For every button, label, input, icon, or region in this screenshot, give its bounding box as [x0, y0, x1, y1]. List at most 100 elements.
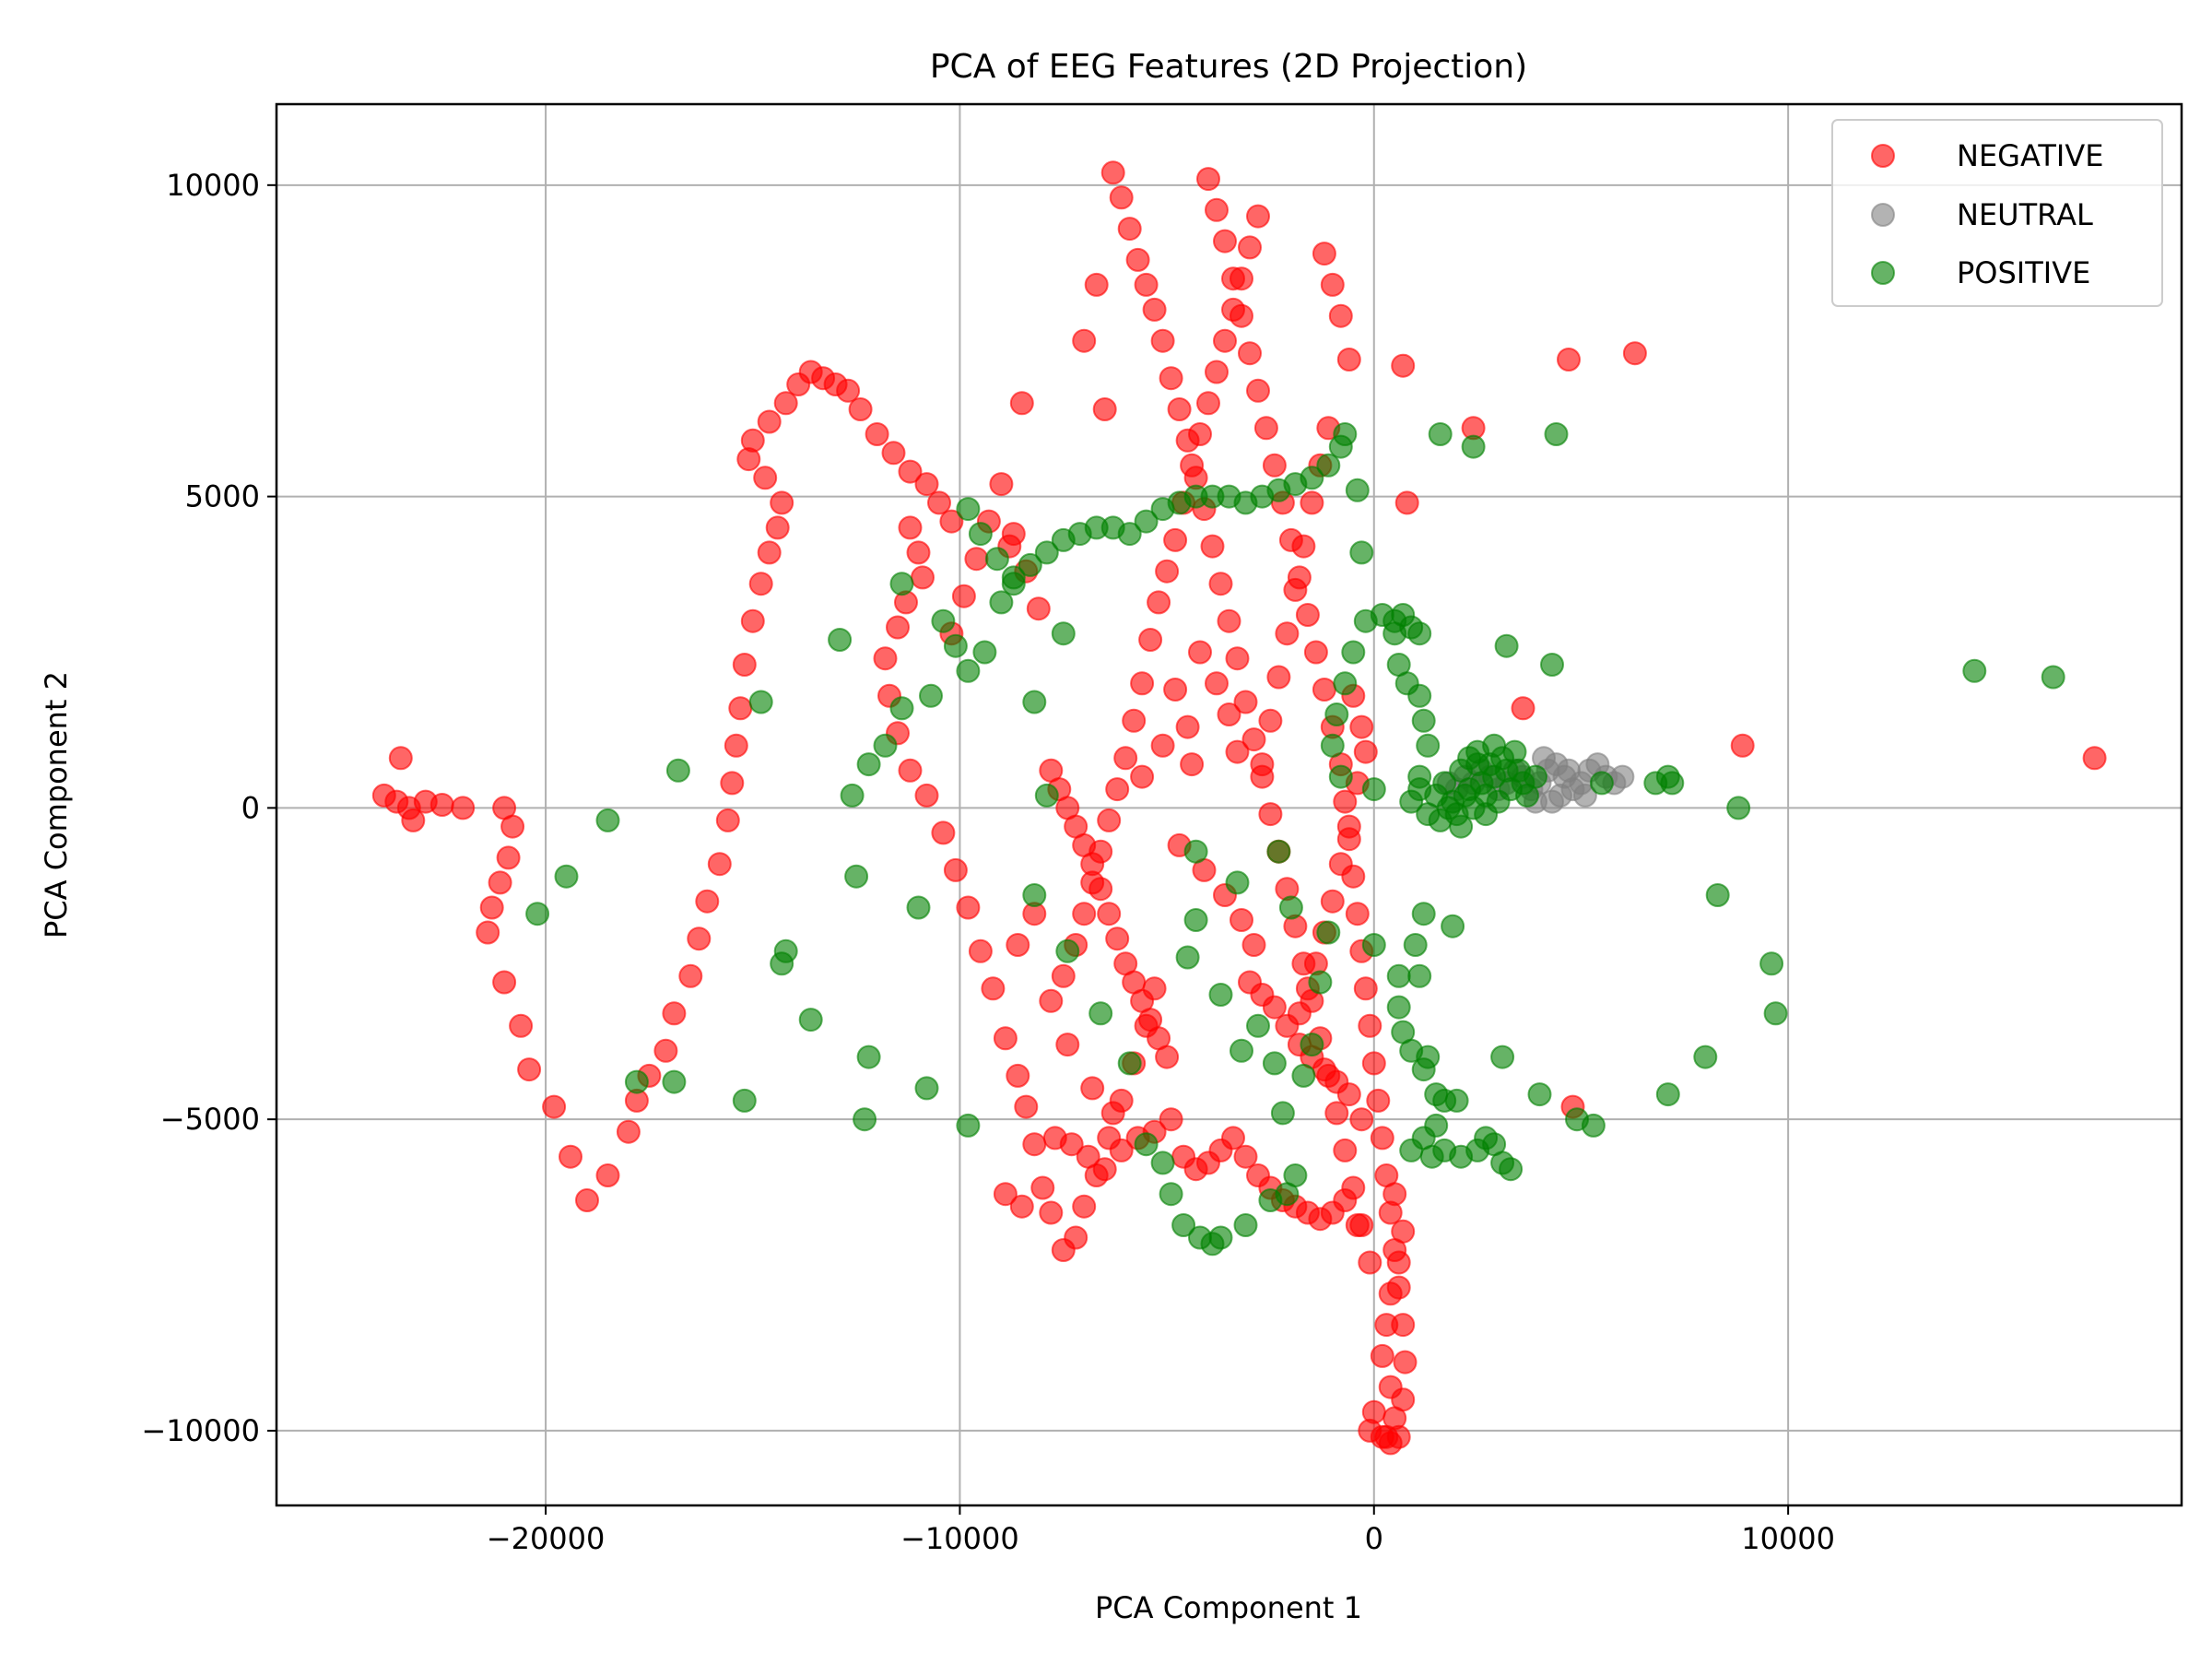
data-point-negative — [865, 422, 889, 446]
data-point-positive — [1208, 1225, 1233, 1250]
data-point-positive — [773, 938, 798, 963]
data-point-negative — [662, 1001, 687, 1026]
data-point-positive — [984, 547, 1009, 572]
data-point-negative — [1105, 926, 1130, 951]
data-point-positive — [1411, 708, 1436, 733]
data-point-negative — [951, 584, 976, 608]
data-point-negative — [968, 938, 993, 963]
data-point-positive — [1540, 653, 1564, 677]
data-point-positive — [856, 1044, 881, 1069]
y-tick-label: 10000 — [166, 168, 260, 203]
data-point-negative — [1557, 348, 1581, 372]
data-point-positive — [1159, 1182, 1183, 1207]
data-point-positive — [989, 590, 1014, 615]
data-point-negative — [1147, 590, 1171, 615]
data-point-positive — [1262, 1051, 1287, 1076]
data-point-negative — [479, 895, 504, 920]
data-point-negative — [1051, 963, 1076, 988]
data-point-negative — [911, 565, 935, 590]
data-point-positive — [1300, 1033, 1324, 1057]
data-point-negative — [1358, 1418, 1382, 1443]
data-point-negative — [1084, 272, 1109, 297]
data-point-negative — [848, 397, 873, 421]
data-point-positive — [840, 783, 865, 808]
data-point-neutral — [1572, 783, 1597, 808]
y-tick-label: −10000 — [141, 1413, 260, 1448]
data-point-negative — [898, 758, 923, 783]
data-point-negative — [1205, 360, 1229, 384]
data-point-positive — [1474, 1126, 1499, 1151]
data-point-negative — [989, 472, 1014, 497]
data-point-negative — [1142, 297, 1167, 322]
data-point-negative — [740, 608, 765, 633]
data-point-positive — [889, 572, 914, 596]
data-point-negative — [1155, 1044, 1180, 1069]
data-point-positive — [732, 1088, 757, 1113]
data-point-negative — [1262, 995, 1287, 1020]
legend-box — [1831, 119, 2163, 307]
data-point-negative — [1006, 1063, 1030, 1088]
data-point-negative — [881, 441, 906, 466]
data-point-positive — [1034, 783, 1059, 808]
data-point-negative — [595, 1163, 620, 1187]
data-point-negative — [1221, 1126, 1245, 1151]
data-point-negative — [873, 646, 898, 671]
data-point-positive — [1225, 870, 1250, 895]
data-point-negative — [1200, 534, 1225, 559]
data-point-positive — [1266, 839, 1291, 864]
data-point-negative — [1366, 1088, 1391, 1113]
data-point-negative — [1097, 808, 1122, 832]
y-axis-label: PCA Component 2 — [39, 671, 74, 938]
data-point-positive — [1511, 771, 1535, 796]
y-tick-label: −5000 — [160, 1102, 260, 1137]
data-point-positive — [1655, 1082, 1680, 1107]
data-point-negative — [720, 771, 745, 796]
data-point-negative — [1097, 902, 1122, 926]
data-point-negative — [886, 615, 910, 640]
data-point-positive — [1183, 839, 1208, 864]
data-point-positive — [844, 864, 869, 889]
data-point-negative — [927, 490, 951, 515]
data-point-positive — [1117, 522, 1142, 547]
data-point-negative — [1300, 490, 1324, 515]
data-point-negative — [496, 845, 521, 870]
data-point-positive — [1416, 1044, 1441, 1069]
data-point-positive — [1494, 633, 1519, 658]
data-point-negative — [1009, 391, 1034, 416]
data-point-negative — [1393, 1350, 1418, 1375]
data-point-negative — [1138, 628, 1163, 652]
data-point-positive — [1324, 702, 1349, 726]
data-point-negative — [1092, 397, 1117, 421]
data-point-neutral — [1610, 764, 1635, 789]
data-point-positive — [1693, 1044, 1718, 1069]
data-point-negative — [1391, 353, 1416, 378]
data-point-positive — [889, 696, 914, 721]
data-point-positive — [798, 1008, 823, 1033]
data-point-negative — [1196, 167, 1220, 192]
data-point-negative — [1233, 1144, 1258, 1169]
data-point-positive — [1502, 739, 1527, 764]
data-point-positive — [1345, 478, 1370, 502]
data-point-positive — [1474, 802, 1499, 827]
data-point-negative — [492, 970, 517, 995]
legend-marker-negative — [1871, 144, 1895, 168]
data-point-negative — [1088, 877, 1113, 902]
data-point-negative — [1246, 378, 1270, 403]
data-point-positive — [624, 1069, 649, 1094]
data-point-positive — [856, 752, 881, 777]
data-point-negative — [1225, 646, 1250, 671]
data-point-positive — [853, 1107, 877, 1132]
data-point-negative — [765, 515, 790, 540]
points-layer — [371, 160, 2107, 1456]
data-point-negative — [1328, 852, 1353, 877]
data-point-negative — [898, 459, 923, 484]
data-point-negative — [1333, 789, 1358, 814]
data-point-negative — [1167, 397, 1192, 421]
data-point-negative — [1130, 764, 1155, 789]
data-point-negative — [757, 540, 782, 565]
data-point-positive — [1407, 963, 1432, 988]
data-point-negative — [914, 472, 939, 497]
data-point-negative — [1283, 577, 1308, 602]
data-point-negative — [1349, 1107, 1374, 1132]
data-point-positive — [1316, 453, 1341, 478]
